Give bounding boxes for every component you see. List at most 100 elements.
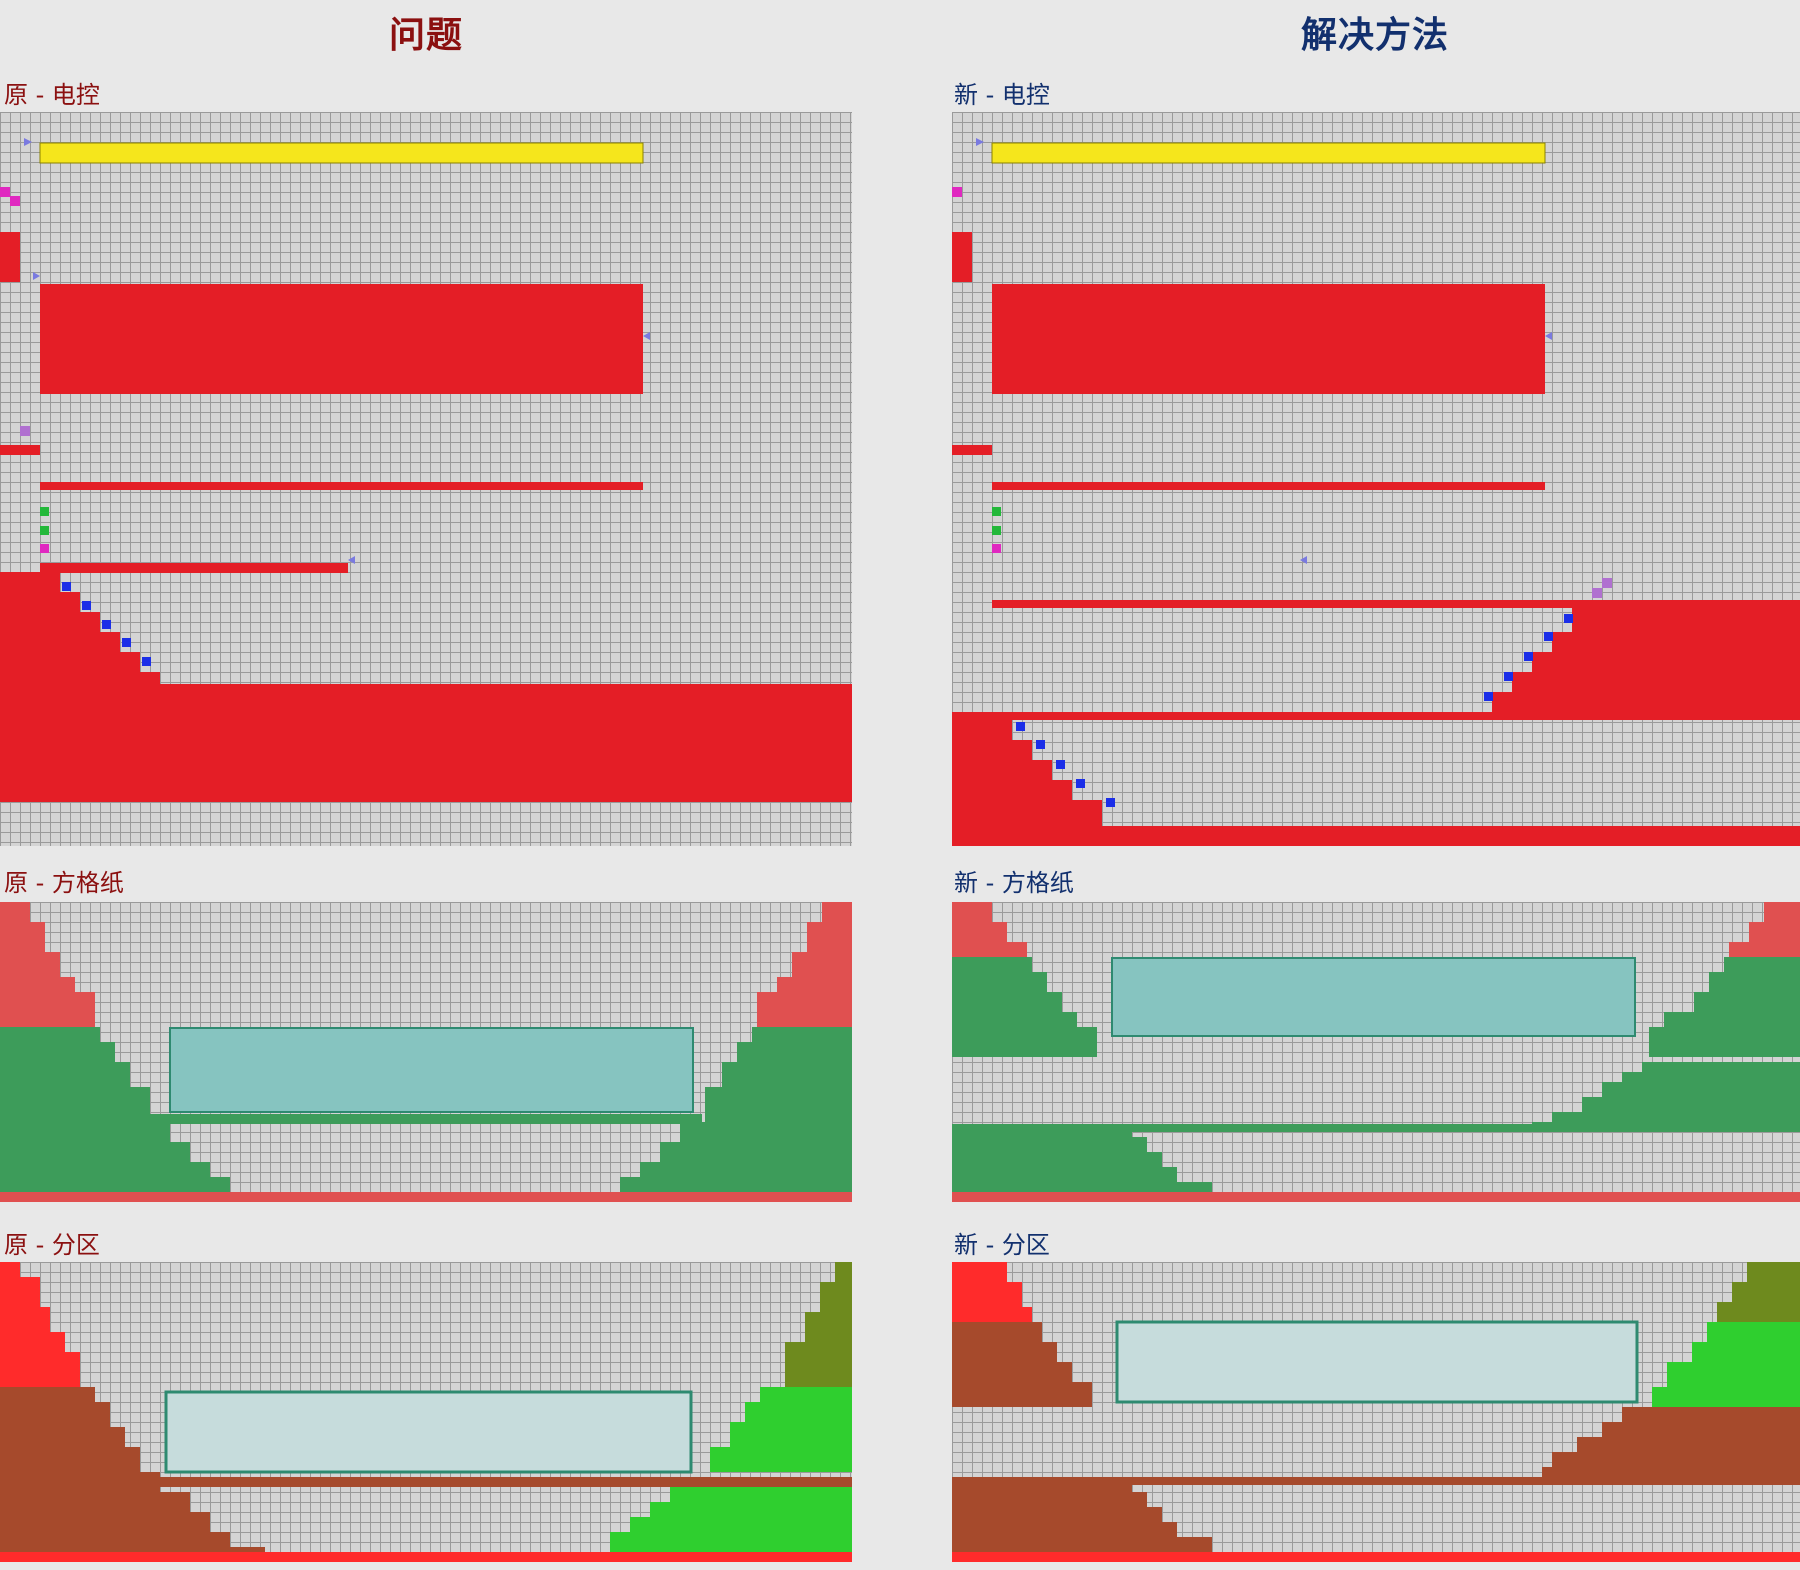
arrow-marker-icon <box>976 138 984 146</box>
problem-header: 问题 <box>388 15 463 56</box>
red-base-strip <box>0 1192 852 1202</box>
junction-tile-icon <box>1592 588 1602 598</box>
junction-tile-icon <box>952 187 962 197</box>
new-gp-panel <box>952 902 1800 1202</box>
zone-green-right <box>710 1387 852 1472</box>
switch-tile-icon <box>82 601 91 610</box>
red-staircase-upper <box>1492 608 1800 712</box>
junction-tile-icon <box>20 426 30 436</box>
junction-tile-icon <box>10 196 20 206</box>
green-terrain-left <box>952 957 1097 1057</box>
red-block-main <box>40 284 643 394</box>
switch-tile-icon <box>1036 740 1045 749</box>
switch-tile-icon <box>1524 652 1533 661</box>
red-left-small <box>0 445 40 455</box>
red-strip-2 <box>992 600 1800 608</box>
zone-olive-right <box>785 1262 852 1387</box>
zone-brown-deck <box>150 1477 852 1487</box>
orig-gp-map <box>0 902 852 1202</box>
arrow-marker-icon <box>33 272 40 280</box>
switch-tile-icon <box>62 582 71 591</box>
orig-ec-label: 原 - 电控 <box>4 81 100 109</box>
solution-header: 解决方法 <box>1300 15 1449 56</box>
zone-brown-lower-left <box>952 1477 1212 1552</box>
arrow-marker-icon <box>1300 556 1307 564</box>
red-left-cluster <box>0 232 20 282</box>
yellow-strip <box>39 142 644 164</box>
zone-green-right <box>1652 1322 1800 1407</box>
green-bridge-deck <box>150 1114 702 1124</box>
orig-gp-panel <box>0 902 852 1202</box>
zone-green-lower <box>610 1487 852 1552</box>
junction-tile-icon <box>0 187 10 197</box>
new-zn-label: 新 - 分区 <box>954 1231 1050 1259</box>
red-terrain-left <box>0 902 95 1027</box>
red-left-cluster <box>952 232 972 282</box>
red-strip-3 <box>952 712 1800 720</box>
junction-tile-icon <box>40 507 49 516</box>
switch-tile-icon <box>1076 779 1085 788</box>
switch-tile-icon <box>1056 760 1065 769</box>
red-strip-2 <box>40 563 348 573</box>
green-lower-left <box>952 1124 1212 1192</box>
red-block-main <box>992 284 1545 394</box>
arrow-marker-icon <box>1545 332 1552 340</box>
arrow-marker-icon <box>643 332 650 340</box>
junction-tile-icon <box>40 544 49 553</box>
zone-brown-strip <box>952 1477 1800 1485</box>
zone-olive-right <box>1717 1262 1800 1322</box>
switch-tile-icon <box>1564 614 1573 623</box>
arrow-marker-icon <box>348 556 355 564</box>
water-block <box>1111 957 1636 1037</box>
orig-ec-panel <box>0 112 852 846</box>
red-strip-1 <box>40 482 643 490</box>
switch-tile-icon <box>1544 632 1553 641</box>
red-terrain-right <box>757 902 852 1027</box>
red-terrain-left <box>952 902 1027 957</box>
zone-water <box>164 1390 693 1474</box>
red-strip-1 <box>992 482 1545 490</box>
switch-tile-icon <box>1106 798 1115 807</box>
orig-zn-panel <box>0 1262 852 1562</box>
switch-tile-icon <box>122 638 131 647</box>
switch-tile-icon <box>1016 722 1025 731</box>
new-zn-map <box>952 1262 1800 1562</box>
junction-tile-icon <box>40 526 49 535</box>
switch-tile-icon <box>1484 692 1493 701</box>
red-terrain-right <box>1729 902 1800 957</box>
junction-tile-icon <box>992 526 1001 535</box>
junction-tile-icon <box>992 544 1001 553</box>
zone-brown-right <box>1542 1407 1800 1477</box>
new-ec-label: 新 - 电控 <box>954 81 1050 109</box>
zone-red-left <box>0 1262 80 1387</box>
red-staircase-lower <box>952 720 1800 846</box>
zone-brown-left <box>0 1387 265 1552</box>
junction-tile-icon <box>992 507 1001 516</box>
orig-gp-label: 原 - 方格纸 <box>4 869 124 897</box>
red-staircase <box>0 572 160 684</box>
zone-brown-left <box>952 1322 1092 1407</box>
arrow-marker-icon <box>24 138 32 146</box>
red-left-small <box>952 445 992 455</box>
junction-tile-icon <box>1602 578 1612 588</box>
green-lower-strip <box>952 1124 1800 1132</box>
orig-zn-map <box>0 1262 852 1562</box>
zone-red-left <box>952 1262 1032 1322</box>
new-zn-panel <box>952 1262 1800 1562</box>
new-ec-map <box>952 138 1800 846</box>
orig-zn-label: 原 - 分区 <box>4 1231 100 1259</box>
zone-red-base <box>952 1552 1800 1562</box>
new-gp-label: 新 - 方格纸 <box>954 869 1074 897</box>
red-block-bottom <box>0 684 852 802</box>
orig-ec-map <box>0 138 852 802</box>
new-ec-panel <box>952 112 1800 846</box>
switch-tile-icon <box>1504 672 1513 681</box>
green-terrain-right <box>600 1027 852 1202</box>
zone-water <box>1115 1320 1639 1404</box>
red-base-strip <box>952 1192 1800 1202</box>
water-block <box>169 1027 694 1113</box>
green-slope-right <box>1532 1062 1800 1132</box>
green-terrain-right <box>1649 957 1800 1057</box>
green-terrain-left <box>0 1027 270 1202</box>
switch-tile-icon <box>102 620 111 629</box>
